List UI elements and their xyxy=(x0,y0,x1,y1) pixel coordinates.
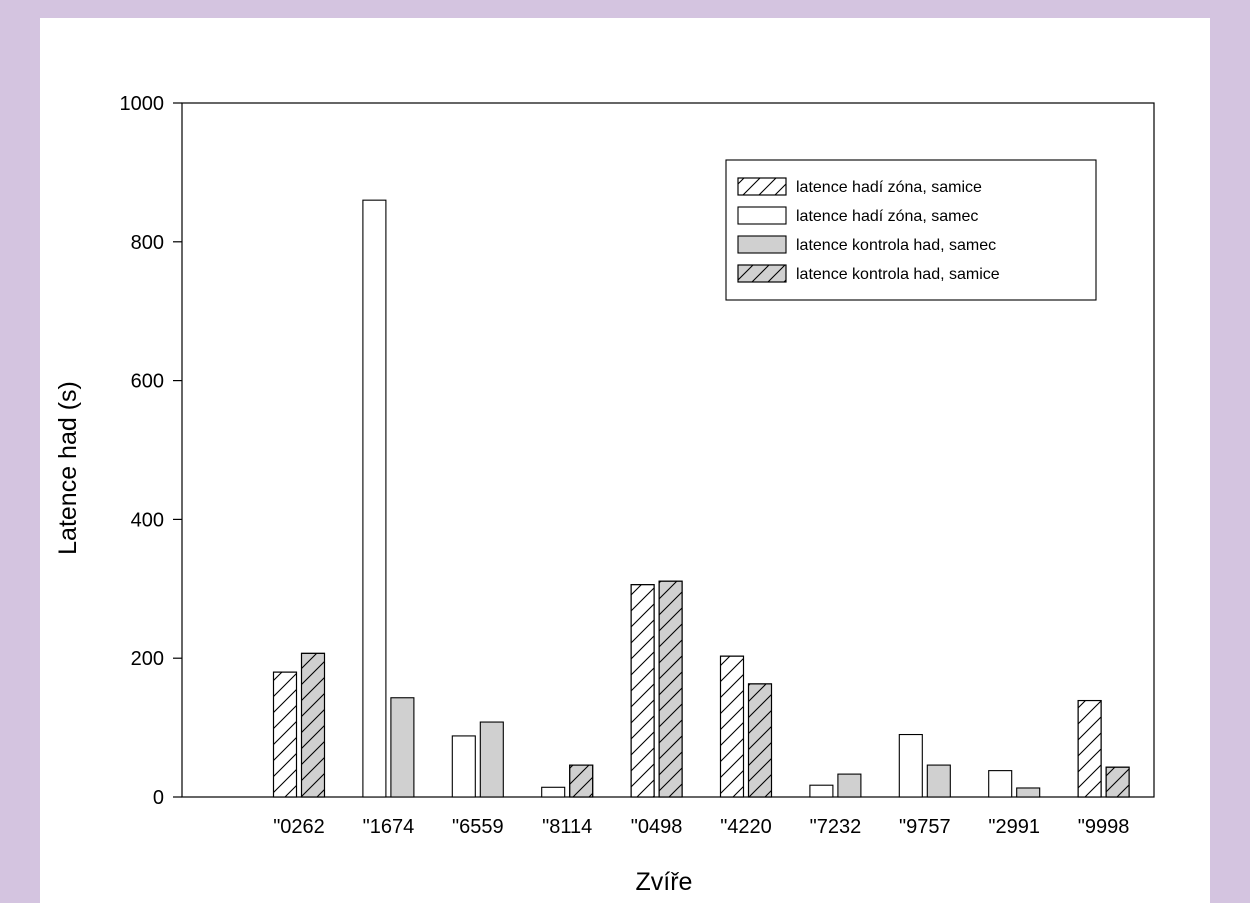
bar xyxy=(390,697,415,798)
y-tick-label: 0 xyxy=(153,787,164,809)
y-tick-label: 1000 xyxy=(120,93,165,115)
bar-hatch xyxy=(1077,699,1102,798)
x-tick-label: "7232 xyxy=(810,816,862,838)
x-axis: "0262 "1674 "6559 "8114 "0498 "4220 "7232 "9757… xyxy=(273,816,1129,838)
bar xyxy=(541,786,566,798)
bar xyxy=(1016,787,1041,798)
bar xyxy=(809,784,834,798)
bar-hatch xyxy=(1105,766,1130,798)
x-tick-label: "2991 xyxy=(988,816,1040,838)
x-axis-title: Zvíře xyxy=(636,868,693,896)
y-tick-label: 400 xyxy=(131,509,164,531)
x-tick-label: "8114 xyxy=(542,816,592,838)
y-axis: 0 200 400 600 800 1000 xyxy=(120,93,182,809)
legend-swatch xyxy=(737,206,787,225)
bar-hatch xyxy=(747,683,773,798)
bars xyxy=(272,199,1130,798)
legend-swatch-hatch xyxy=(737,177,787,196)
x-tick-label: "4220 xyxy=(720,816,772,838)
x-tick-label: "0262 xyxy=(273,816,325,838)
bar xyxy=(988,770,1013,798)
legend-label: latence kontrola had, samec xyxy=(796,237,996,254)
bar xyxy=(362,199,387,798)
y-tick-label: 800 xyxy=(131,232,164,254)
bar xyxy=(898,733,923,798)
x-tick-label: "1674 xyxy=(363,816,415,838)
bar-hatch xyxy=(569,764,594,798)
bar xyxy=(451,735,476,798)
bar-hatch xyxy=(300,652,326,798)
bar-hatch xyxy=(630,584,655,798)
legend-swatch xyxy=(737,235,787,254)
bar-hatch xyxy=(658,580,683,798)
y-axis-title: Latence had (s) xyxy=(54,381,82,555)
legend: latence hadí zóna, samice latence hadí zó… xyxy=(725,159,1097,301)
legend-label: latence hadí zóna, samice xyxy=(796,179,982,196)
x-tick-label: "9998 xyxy=(1078,816,1130,838)
bar xyxy=(479,721,504,798)
bar xyxy=(926,764,951,798)
legend-swatch-hatch xyxy=(737,264,787,283)
bar xyxy=(837,773,862,798)
y-tick-label: 200 xyxy=(131,648,164,670)
x-tick-label: "6559 xyxy=(452,816,504,838)
legend-label: latence hadí zóna, samec xyxy=(796,208,978,225)
chart-panel: 0 200 400 600 800 1000 "0262 "1674 "6559 "8114 "0… xyxy=(40,18,1210,903)
bar-hatch xyxy=(272,671,298,798)
legend-box xyxy=(725,159,1097,301)
bar-hatch xyxy=(719,655,745,798)
y-tick-label: 600 xyxy=(131,371,164,393)
x-tick-label: "9757 xyxy=(899,816,951,838)
legend-label: latence kontrola had, samice xyxy=(796,266,1000,283)
x-tick-label: "0498 xyxy=(631,816,683,838)
